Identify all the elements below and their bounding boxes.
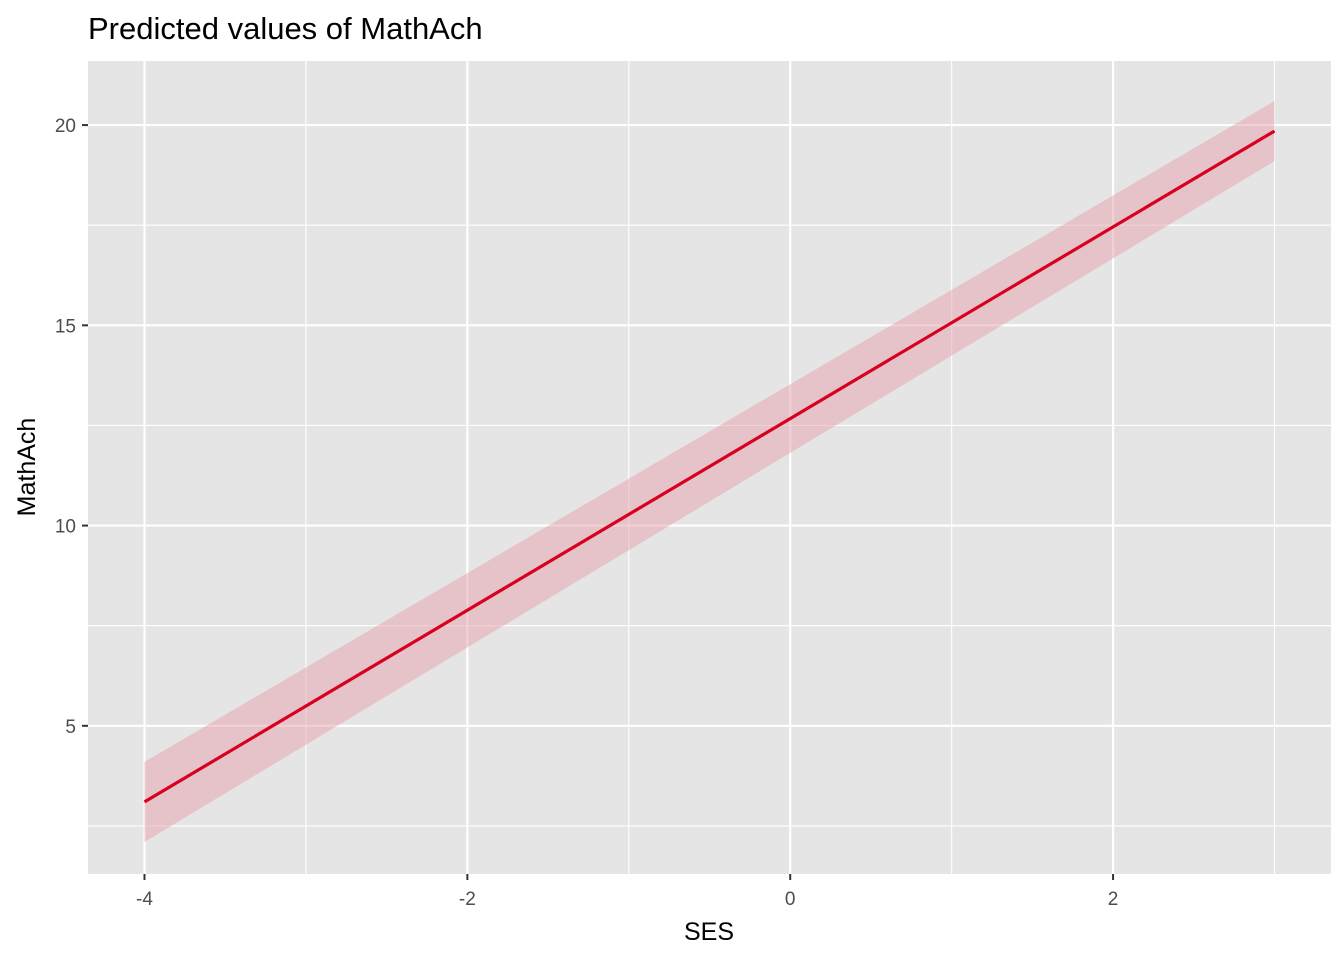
y-tick-label-1: 10: [55, 517, 76, 538]
confidence-bands: [144, 101, 1275, 842]
x-tick-label-2: 0: [785, 889, 796, 910]
y-tick-label-3: 20: [55, 116, 76, 137]
prediction-line-0: [143, 129, 1276, 804]
x-tick-label-3: 2: [1108, 889, 1119, 910]
confidence-band-0: [144, 101, 1275, 842]
x-tick-label-0: -4: [136, 889, 153, 910]
prediction-lines: [143, 129, 1276, 804]
y-axis-title: MathAch: [13, 418, 41, 517]
x-tick-label-1: -2: [459, 889, 476, 910]
chart-title: Predicted values of MathAch: [88, 11, 483, 46]
y-tick-label-2: 15: [55, 316, 76, 337]
x-axis-title: SES: [684, 918, 734, 946]
x-axis: -4 -2 0 2: [136, 874, 1118, 910]
y-axis: 5 10 15 20: [55, 116, 88, 738]
y-tick-label-0: 5: [65, 717, 76, 738]
